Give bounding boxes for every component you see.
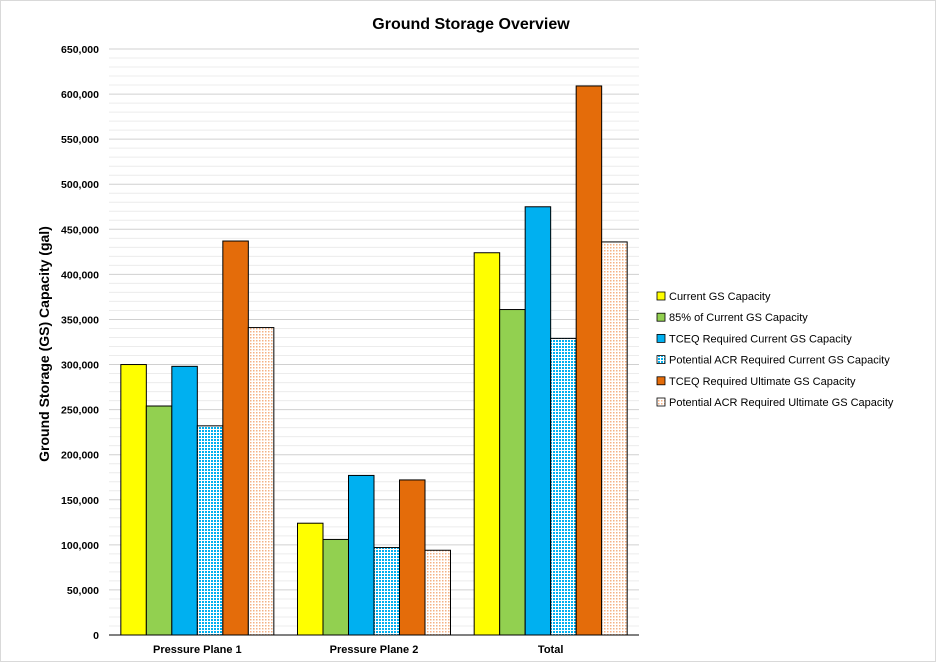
y-tick-label: 0 [93, 630, 99, 642]
legend-label: TCEQ Required Ultimate GS Capacity [669, 376, 856, 388]
legend-item: Potential ACR Required Ultimate GS Capac… [656, 397, 894, 409]
bar [348, 474, 375, 636]
legend-swatch [656, 291, 666, 301]
y-tick-label: 300,000 [61, 360, 99, 372]
x-category-label: Pressure Plane 1 [153, 644, 242, 656]
legend: Current GS Capacity 85% of Current GS Cap… [656, 291, 894, 409]
y-tick-label: 50,000 [67, 585, 99, 597]
bar [247, 327, 275, 636]
bar [322, 538, 349, 636]
bar [399, 479, 426, 636]
y-axis-ticks: 0 50,000 100,000 150,000 200,000 250,000 300,0… [61, 44, 99, 642]
bar [601, 241, 628, 636]
y-tick-label: 350,000 [61, 314, 99, 326]
y-tick-label: 250,000 [61, 405, 99, 417]
y-tick-label: 500,000 [61, 179, 99, 191]
legend-item: Potential ACR Required Current GS Capaci… [656, 355, 890, 367]
y-tick-label: 550,000 [61, 134, 99, 146]
legend-swatch [656, 397, 666, 407]
bar [297, 522, 324, 636]
y-tick-label: 100,000 [61, 540, 99, 552]
bar [120, 364, 147, 636]
legend-item: 85% of Current GS Capacity [656, 312, 808, 324]
bar [575, 85, 603, 636]
x-axis-categories: Pressure Plane 1 Pressure Plane 2 Total [153, 644, 563, 656]
bar [373, 547, 400, 636]
bar [424, 549, 451, 636]
y-tick-label: 600,000 [61, 89, 99, 101]
bar [145, 405, 173, 636]
bar [222, 240, 249, 636]
legend-label: 85% of Current GS Capacity [669, 312, 808, 324]
legend-swatch [656, 376, 666, 386]
legend-label: Current GS Capacity [669, 291, 771, 303]
bars [120, 85, 628, 636]
legend-item: TCEQ Required Ultimate GS Capacity [656, 376, 856, 388]
bar [499, 309, 526, 636]
bar [171, 365, 198, 636]
bar [550, 337, 577, 636]
y-axis-label: Ground Storage (GS) Capacity (gal) [36, 226, 52, 462]
x-category-label: Total [538, 644, 563, 656]
y-tick-label: 450,000 [61, 224, 99, 236]
legend-swatch [656, 312, 666, 322]
bar [524, 206, 552, 636]
legend-label: Potential ACR Required Current GS Capaci… [669, 355, 890, 367]
bar [473, 252, 501, 636]
legend-item: TCEQ Required Current GS Capacity [656, 333, 852, 345]
legend-swatch [656, 333, 666, 343]
legend-swatch [656, 355, 666, 365]
legend-label: Potential ACR Required Ultimate GS Capac… [669, 397, 894, 409]
y-tick-label: 650,000 [61, 44, 99, 56]
y-tick-label: 400,000 [61, 269, 99, 281]
bar [196, 425, 224, 636]
x-category-label: Pressure Plane 2 [330, 644, 419, 656]
legend-label: TCEQ Required Current GS Capacity [669, 333, 852, 345]
chart-title: Ground Storage Overview [372, 16, 570, 33]
legend-item: Current GS Capacity [656, 291, 771, 303]
y-tick-label: 150,000 [61, 495, 99, 507]
y-tick-label: 200,000 [61, 450, 99, 462]
